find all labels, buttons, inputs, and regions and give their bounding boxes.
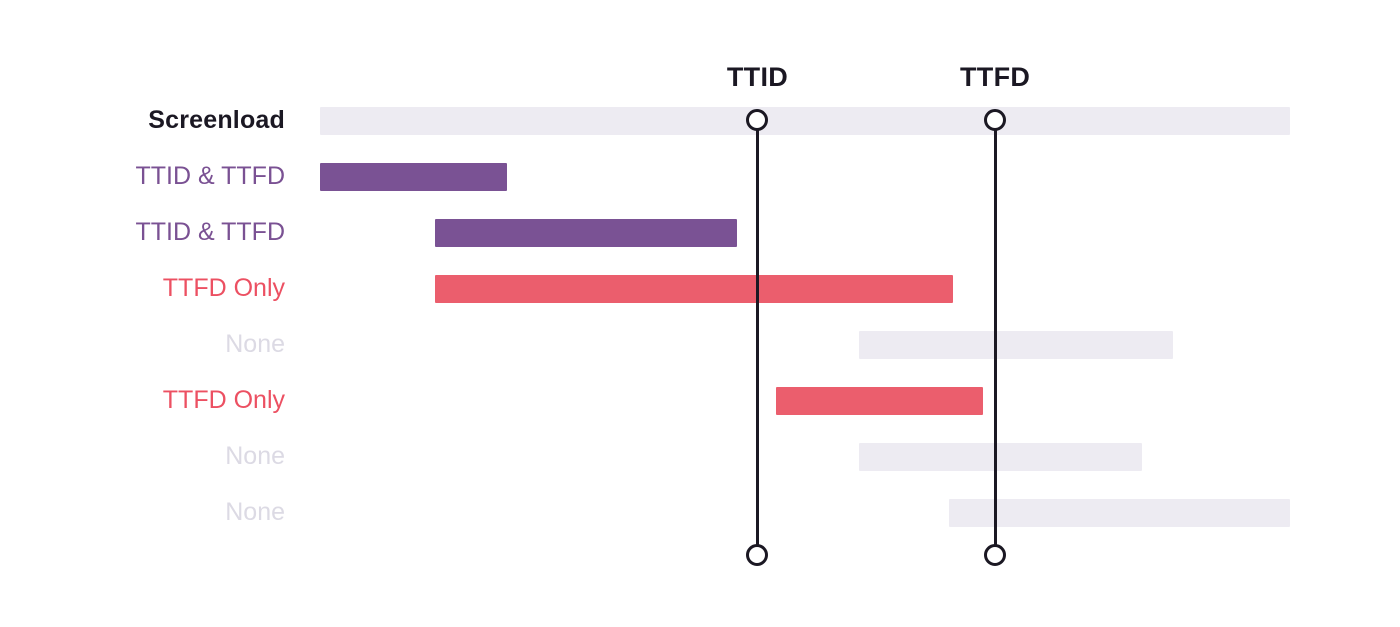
span-bar-ttfd_only-3 bbox=[435, 275, 954, 303]
marker-line-ttfd bbox=[993, 120, 997, 555]
row-label-none-6: None bbox=[225, 442, 285, 470]
row-label-screenload-0: Screenload bbox=[148, 106, 285, 134]
span-bar-none-7 bbox=[948, 499, 1290, 527]
span-bar-none-4 bbox=[859, 331, 1173, 359]
row-label-none-4: None bbox=[225, 330, 285, 358]
span-bar-none-6 bbox=[859, 443, 1142, 471]
marker-top-circle-icon bbox=[745, 108, 768, 131]
span-bar-ttid_ttfd-1 bbox=[320, 163, 508, 191]
marker-bottom-circle-icon bbox=[745, 543, 768, 566]
row-label-ttfd_only-3: TTFD Only bbox=[162, 274, 285, 302]
marker-label-ttid: TTID bbox=[726, 62, 789, 92]
marker-bottom-circle-icon bbox=[983, 543, 1006, 566]
row-label-ttfd_only-5: TTFD Only bbox=[162, 386, 285, 414]
row-label-none-7: None bbox=[225, 498, 285, 526]
span-bar-screenload-0 bbox=[320, 107, 1290, 135]
marker-label-ttfd: TTFD bbox=[960, 62, 1031, 92]
span-bar-ttid_ttfd-2 bbox=[435, 219, 738, 247]
row-label-ttid_ttfd-2: TTID & TTFD bbox=[135, 218, 285, 246]
span-bar-ttfd_only-5 bbox=[775, 387, 984, 415]
marker-line-ttid bbox=[755, 120, 759, 555]
row-label-ttid_ttfd-1: TTID & TTFD bbox=[135, 162, 285, 190]
marker-top-circle-icon bbox=[983, 108, 1006, 131]
